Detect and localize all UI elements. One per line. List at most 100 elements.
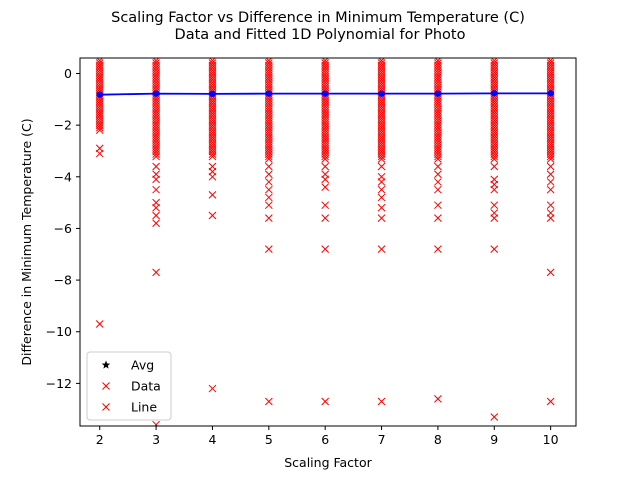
data-point xyxy=(377,162,386,171)
chart-title: Scaling Factor vs Difference in Minimum … xyxy=(111,10,525,26)
data-point xyxy=(208,384,217,393)
data-point xyxy=(152,268,160,277)
data-point xyxy=(264,397,273,406)
x-tick-label: 3 xyxy=(152,432,160,447)
x-tick-label: 2 xyxy=(96,432,104,447)
data-point xyxy=(264,245,273,253)
data-point xyxy=(264,162,273,171)
line-point xyxy=(96,91,103,98)
data-point xyxy=(490,413,499,421)
data-point xyxy=(208,211,217,220)
legend-star-marker xyxy=(101,360,111,369)
line-point xyxy=(265,90,273,97)
data-dense-band xyxy=(95,58,104,135)
data-point xyxy=(264,214,273,222)
y-tick-label: −6 xyxy=(54,221,72,236)
y-tick-label: −2 xyxy=(54,118,72,133)
y-tick-label: −10 xyxy=(46,324,72,339)
data-point xyxy=(490,201,499,210)
y-tick-label: −4 xyxy=(54,169,72,184)
data-point xyxy=(377,397,386,406)
data-point xyxy=(546,178,555,186)
y-tick-label: 0 xyxy=(64,66,72,81)
data-point xyxy=(264,185,273,194)
data-dense-band xyxy=(152,58,160,161)
line-point xyxy=(378,90,385,97)
line-point xyxy=(152,90,160,97)
line-point xyxy=(547,90,554,97)
data-point xyxy=(377,178,386,186)
x-tick-label: 4 xyxy=(208,432,216,447)
x-tick-label: 5 xyxy=(265,432,273,447)
x-tick-label: 6 xyxy=(321,432,329,447)
data-point xyxy=(152,203,160,212)
data-point xyxy=(377,214,386,222)
data-point xyxy=(434,214,442,222)
data-point xyxy=(546,397,555,406)
data-point xyxy=(546,185,555,194)
data-point xyxy=(490,185,499,194)
data-dense-band xyxy=(208,58,217,161)
x-tick-label: 10 xyxy=(543,432,559,447)
legend-x-marker xyxy=(102,403,110,411)
chart-subtitle: Data and Fitted 1D Polynomial for Photo xyxy=(175,27,466,43)
data-point xyxy=(546,170,555,179)
y-axis: 0 −2 −4 −6 −8 −10 −12 xyxy=(46,66,80,391)
y-tick-label: −12 xyxy=(46,376,72,391)
data-point xyxy=(152,211,160,220)
data-point xyxy=(546,268,555,277)
data-point xyxy=(321,397,330,406)
legend-x-marker xyxy=(102,382,110,390)
legend-label: Line xyxy=(131,400,157,415)
data-point xyxy=(152,162,160,171)
plot-area xyxy=(95,58,555,426)
x-axis-label: Scaling Factor xyxy=(284,455,372,470)
line-point xyxy=(321,90,329,97)
line-point xyxy=(491,90,498,97)
data-point xyxy=(377,193,386,202)
legend-label: Avg xyxy=(131,358,154,373)
data-point xyxy=(95,149,104,158)
data-point xyxy=(490,214,499,222)
data-dense-band xyxy=(264,58,273,163)
legend: Avg Data Line xyxy=(86,351,172,421)
data-dense-band xyxy=(321,58,330,163)
x-tick-label: 9 xyxy=(490,432,498,447)
x-tick-label: 7 xyxy=(378,432,386,447)
data-point xyxy=(264,178,273,186)
data-point xyxy=(434,395,442,403)
data-point xyxy=(434,201,442,210)
data-point xyxy=(546,162,555,171)
data-point xyxy=(321,245,330,253)
data-dense-band xyxy=(377,58,386,163)
x-tick-label: 8 xyxy=(434,432,442,447)
data-point xyxy=(434,162,442,171)
data-point xyxy=(490,162,499,171)
data-point xyxy=(490,245,499,253)
data-point xyxy=(321,175,330,184)
data-point xyxy=(321,214,330,222)
data-point xyxy=(152,219,160,228)
legend-box xyxy=(86,351,172,421)
data-point xyxy=(264,193,273,202)
data-point xyxy=(152,185,160,194)
data-dense-band xyxy=(546,58,555,163)
y-axis-label: Difference in Minimum Temperature (C) xyxy=(19,118,34,365)
data-point xyxy=(208,191,217,199)
data-point xyxy=(377,185,386,194)
data-point xyxy=(321,183,330,191)
data-point xyxy=(434,185,442,194)
data-point xyxy=(377,245,386,253)
line-point xyxy=(209,90,216,98)
x-axis: 2 3 4 5 6 7 8 9 10 xyxy=(96,426,559,447)
data-point xyxy=(264,201,273,210)
axes-frame xyxy=(79,57,577,427)
data-point xyxy=(434,245,442,253)
data-point xyxy=(152,420,160,426)
legend-label: Data xyxy=(131,379,161,394)
y-tick-label: −8 xyxy=(54,273,72,288)
data-point xyxy=(321,162,330,171)
data-dense-band xyxy=(434,58,442,163)
data-point xyxy=(377,203,386,212)
